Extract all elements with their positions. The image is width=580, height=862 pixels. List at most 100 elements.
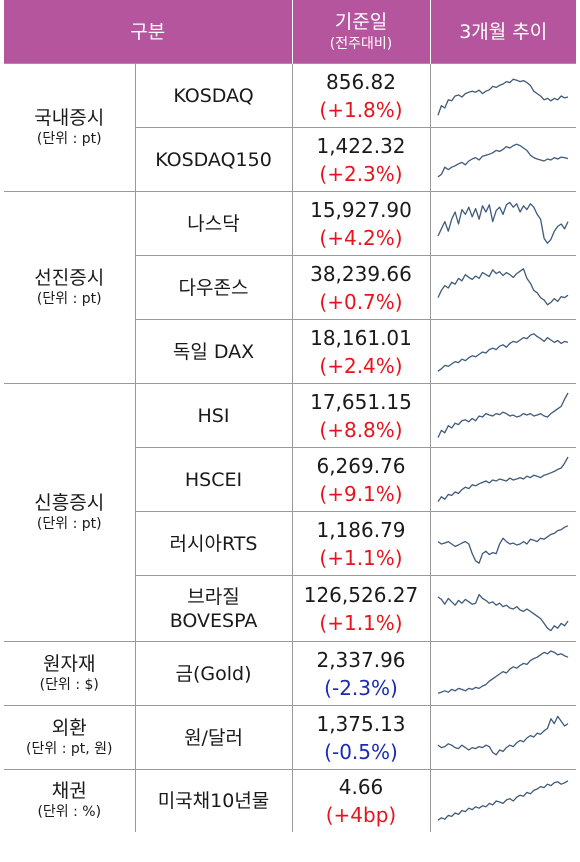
category-unit: (단위 : %) — [37, 804, 102, 820]
change: (-2.3%) — [324, 675, 398, 700]
sparkline-chart — [437, 78, 569, 115]
table-row: 독일 DAX 18,161.01 (+2.4%) — [4, 319, 576, 384]
header-base-date-sub: (전주대비) — [329, 35, 393, 52]
sparkline-line — [437, 332, 569, 372]
value-cell: 38,239.66 (+0.7%) — [291, 255, 431, 320]
trend-cell — [429, 447, 576, 512]
table-row: KOSDAQ150 1,422.32 (+2.3%) — [4, 127, 576, 192]
sparkline-chart — [438, 649, 569, 694]
trend-cell — [429, 319, 576, 384]
sparkline-chart — [437, 715, 569, 755]
sparkline-chart — [437, 524, 569, 564]
table-row: 신흥증시 (단위 : pt) HSI 17,651.15 (+8.8%) — [4, 383, 576, 642]
value-cell: 4.66 (+4bp) — [291, 769, 431, 832]
sparkline-chart — [437, 143, 569, 177]
value: 4.66 — [338, 775, 384, 799]
value-cell: 1,422.32 (+2.3%) — [291, 127, 431, 192]
value: 18,161.01 — [310, 325, 412, 350]
item-name: HSI — [134, 383, 293, 448]
sparkline-chart — [437, 593, 569, 631]
value: 856.82 — [326, 69, 396, 94]
category-cell: 신흥증시 (단위 : pt) — [4, 383, 136, 642]
change: (+2.4%) — [319, 353, 403, 378]
value-cell: 15,927.90 (+4.2%) — [291, 191, 431, 256]
category-name: 외환 — [51, 716, 87, 739]
category-unit: (단위 : $) — [39, 676, 99, 693]
category-cell: 국내증시 (단위 : pt) — [4, 63, 136, 192]
item-name-line1: 브라질 — [187, 585, 240, 608]
sparkline-chart — [437, 267, 569, 305]
header-base-date-label: 기준일 — [334, 10, 388, 33]
value-cell: 6,269.76 (+9.1%) — [291, 447, 431, 512]
item-name: 독일 DAX — [135, 319, 293, 384]
header-trend-label: 3개월 추이 — [459, 20, 548, 43]
value-cell: 2,337.96 (-2.3%) — [291, 641, 431, 706]
trend-cell — [429, 511, 576, 576]
item-name: 원/달러 — [134, 705, 293, 770]
value: 6,269.76 — [316, 453, 406, 478]
value-cell: 17,651.15 (+8.8%) — [291, 383, 431, 448]
trend-cell — [429, 641, 576, 706]
value-cell: 1,375.13 (-0.5%) — [291, 705, 431, 770]
change: (+4.2%) — [319, 225, 403, 250]
item-name-line2: BOVESPA — [169, 609, 258, 632]
sparkline-line — [437, 524, 569, 564]
item-name: HSCEI — [135, 447, 293, 512]
value: 15,927.90 — [310, 197, 412, 222]
category-name: 원자재 — [43, 652, 96, 675]
value: 2,337.96 — [316, 647, 406, 672]
value: 1,422.32 — [316, 133, 406, 158]
sparkline-chart — [437, 201, 569, 244]
category-name: 국내증시 — [34, 106, 105, 129]
value: 1,375.13 — [316, 711, 406, 736]
category-unit: (단위 : pt) — [36, 515, 102, 532]
change: (+1.1%) — [319, 610, 403, 635]
table-row: 다우존스 38,239.66 (+0.7%) — [4, 255, 576, 320]
market-table: 구분 기준일 (전주대비) 3개월 추이 국내증시 (단위 : pt) KOSDA… — [4, 0, 576, 832]
category-cell: 채권 (단위 : %) — [4, 769, 136, 832]
change: (-0.5%) — [324, 739, 398, 764]
item-name: KOSDAQ — [134, 63, 293, 128]
category-unit: (단위 : pt) — [36, 290, 102, 307]
trend-cell — [429, 255, 576, 320]
category-cell: 원자재 (단위 : $) — [4, 641, 136, 706]
item-name: KOSDAQ150 — [135, 127, 293, 192]
item-name: 나스닥 — [134, 191, 293, 256]
table-row: 원자재 (단위 : $) 금(Gold) 2,337.96 (-2.3%) — [4, 641, 576, 706]
table-row: 외환 (단위 : pt, 원) 원/달러 1,375.13 (-0.5%) — [4, 705, 576, 770]
sparkline-chart — [437, 332, 569, 372]
change: (+4bp) — [325, 803, 397, 827]
item-name: 러시아RTS — [135, 511, 293, 576]
item-name: 금(Gold) — [134, 641, 293, 706]
header-category: 구분 — [4, 0, 293, 64]
category-cell: 선진증시 (단위 : pt) — [4, 191, 136, 384]
category-unit: (단위 : pt, 원) — [26, 740, 113, 757]
category-name: 선진증시 — [34, 266, 105, 289]
sparkline-line — [437, 143, 569, 177]
value-cell: 856.82 (+1.8%) — [291, 63, 431, 128]
change: (+9.1%) — [319, 481, 403, 506]
table-row: HSCEI 6,269.76 (+9.1%) — [4, 447, 576, 512]
change: (+1.1%) — [319, 545, 403, 570]
table-row: 러시아RTS 1,186.79 (+1.1%) — [4, 511, 576, 576]
sparkline-chart — [437, 780, 569, 821]
trend-cell — [429, 769, 576, 832]
change: (+0.7%) — [319, 289, 403, 314]
category-name: 채권 — [51, 780, 87, 802]
trend-cell — [429, 127, 576, 192]
trend-cell — [429, 383, 576, 448]
header-trend: 3개월 추이 — [430, 0, 576, 64]
sparkline-chart — [437, 456, 569, 502]
sparkline-line — [437, 392, 569, 438]
header-category-label: 구분 — [130, 20, 166, 43]
trend-cell — [429, 63, 576, 128]
change: (+2.3%) — [319, 161, 403, 186]
header-base-date: 기준일 (전주대비) — [292, 0, 431, 64]
sparkline-line — [437, 593, 569, 631]
header-row: 구분 기준일 (전주대비) 3개월 추이 — [4, 0, 576, 64]
category-name: 신흥증시 — [34, 491, 105, 514]
value-cell: 1,186.79 (+1.1%) — [291, 511, 431, 576]
trend-cell — [429, 575, 576, 642]
trend-cell — [429, 705, 576, 770]
table-row: 국내증시 (단위 : pt) KOSDAQ 856.82 (+1.8%) — [4, 63, 576, 192]
